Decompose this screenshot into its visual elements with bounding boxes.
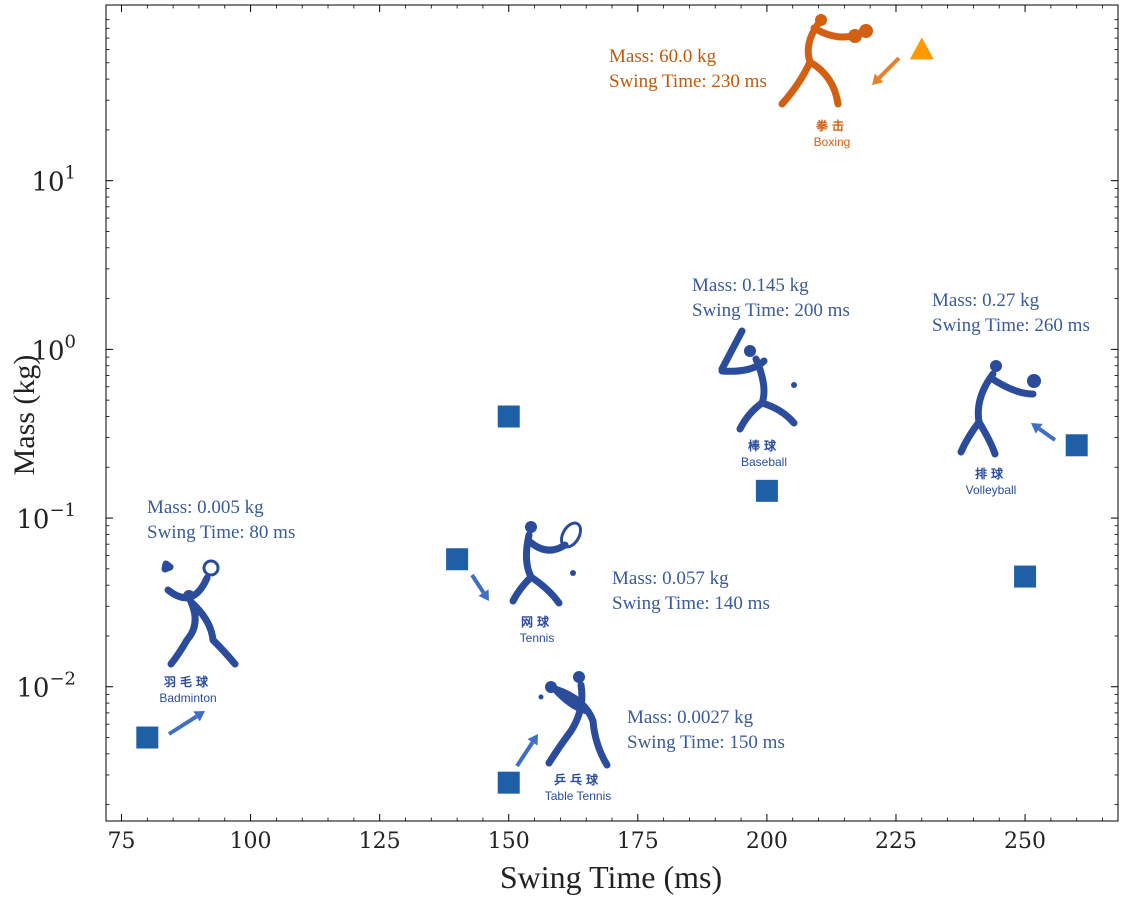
volleyball-en-label: Volleyball bbox=[966, 483, 1017, 497]
x-tick-label: 225 bbox=[875, 829, 917, 854]
y-tick-label: 100 bbox=[31, 331, 76, 366]
table-tennis-en-label: Table Tennis bbox=[545, 789, 612, 803]
boxing-pictogram bbox=[778, 14, 873, 108]
data-point-square bbox=[136, 726, 159, 749]
y-tick-base: 10 bbox=[16, 674, 49, 704]
data-point-square bbox=[446, 548, 469, 571]
baseball-pictogram bbox=[718, 327, 798, 433]
data-point-square bbox=[1065, 434, 1088, 457]
tennis-en-label: Tennis bbox=[520, 631, 555, 645]
annotation-boxing-mass: Mass: 60.0 kg bbox=[609, 46, 717, 67]
table-tennis-cn-label: 乒乓球 bbox=[554, 772, 602, 787]
arrow-volleyball bbox=[1031, 423, 1057, 442]
y-tick-label: 101 bbox=[31, 163, 76, 198]
arrow-table-tennis bbox=[515, 734, 538, 768]
y-tick-label: 10−1 bbox=[16, 500, 76, 535]
y-tick-base: 10 bbox=[31, 168, 64, 198]
arrow-boxing bbox=[872, 56, 901, 85]
x-tick-label: 200 bbox=[746, 829, 788, 854]
annotation-volleyball-swing-time: Swing Time: 260 ms bbox=[932, 315, 1090, 336]
baseball-en-label: Baseball bbox=[741, 455, 787, 469]
annotation-tennis-mass: Mass: 0.057 kg bbox=[612, 568, 729, 589]
data-point-square bbox=[497, 405, 520, 428]
data-point-square bbox=[1014, 565, 1037, 588]
x-tick-label: 100 bbox=[230, 829, 272, 854]
annotation-boxing-swing-time: Swing Time: 230 ms bbox=[609, 71, 767, 92]
x-tick-label: 250 bbox=[1004, 829, 1046, 854]
arrow-badminton bbox=[167, 711, 205, 736]
plot-frame bbox=[105, 4, 1119, 822]
annotation-table-tennis-mass: Mass: 0.0027 kg bbox=[627, 707, 754, 728]
annotation-badminton-mass: Mass: 0.005 kg bbox=[147, 497, 264, 518]
annotation-volleyball-mass: Mass: 0.27 kg bbox=[932, 290, 1040, 311]
tennis-pictogram bbox=[509, 521, 582, 607]
data-point-square bbox=[755, 479, 778, 502]
data-point-square bbox=[497, 771, 520, 794]
tennis-cn-label: 网球 bbox=[521, 614, 553, 629]
y-axis-label: Mass (kg) bbox=[8, 355, 41, 476]
annotation-badminton-swing-time: Swing Time: 80 ms bbox=[147, 522, 295, 543]
y-tick-exponent: 0 bbox=[65, 331, 76, 352]
x-tick-label: 125 bbox=[359, 829, 401, 854]
badminton-pictogram bbox=[161, 559, 239, 668]
arrow-tennis bbox=[470, 573, 489, 601]
x-tick-label: 150 bbox=[488, 829, 530, 854]
boxing-cn-label: 拳击 bbox=[815, 118, 848, 133]
annotation-arrows bbox=[167, 56, 1057, 768]
annotation-table-tennis-swing-time: Swing Time: 150 ms bbox=[627, 732, 785, 753]
y-tick-exponent: −1 bbox=[49, 500, 76, 521]
annotation-baseball-mass: Mass: 0.145 kg bbox=[692, 275, 809, 296]
volleyball-pictogram bbox=[957, 360, 1041, 458]
y-tick-exponent: −2 bbox=[49, 669, 76, 690]
annotation-baseball-swing-time: Swing Time: 200 ms bbox=[692, 300, 850, 321]
y-tick-base: 10 bbox=[31, 336, 64, 366]
badminton-cn-label: 羽毛球 bbox=[164, 674, 212, 689]
volleyball-cn-label: 排球 bbox=[975, 466, 1007, 481]
x-tick-label: 75 bbox=[107, 829, 135, 854]
annotation-tennis-swing-time: Swing Time: 140 ms bbox=[612, 593, 770, 614]
sport-icons: 羽毛球 Badminton 网球 Tennis 乒乓球 Table Tennis 棒球 Bas… bbox=[159, 14, 1041, 803]
x-axis-label: Swing Time (ms) bbox=[500, 859, 722, 895]
baseball-cn-label: 棒球 bbox=[748, 438, 780, 453]
data-point-triangle bbox=[909, 37, 934, 60]
annotation-labels: Mass: 0.005 kg Swing Time: 80 ms Mass: 0.0… bbox=[147, 46, 1090, 753]
y-tick-label: 10−2 bbox=[16, 669, 76, 704]
y-tick-base: 10 bbox=[16, 505, 49, 535]
x-tick-label: 175 bbox=[617, 829, 659, 854]
y-tick-exponent: 1 bbox=[65, 163, 76, 184]
boxing-en-label: Boxing bbox=[814, 135, 851, 149]
table-tennis-pictogram bbox=[538, 671, 611, 769]
data-markers bbox=[136, 37, 1088, 794]
badminton-en-label: Badminton bbox=[159, 691, 216, 705]
